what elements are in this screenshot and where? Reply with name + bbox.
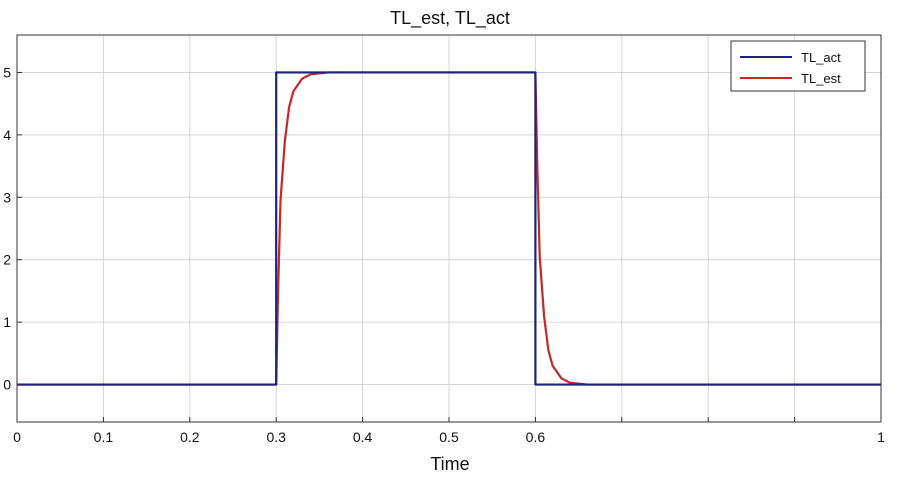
series-line-tl-act [17, 71, 881, 386]
y-tick-label: 4 [3, 127, 11, 143]
y-tick-label: 0 [3, 377, 11, 393]
x-tick-label: 0 [13, 429, 21, 445]
x-axis-ticks: 0 0.1 0.2 0.3 0.4 0.5 0.6 1 [13, 417, 885, 445]
y-axis-ticks: 0 1 2 3 4 5 [3, 64, 22, 393]
x-tick-label: 0.6 [526, 429, 546, 445]
y-tick-label: 3 [3, 189, 11, 205]
grid [17, 35, 881, 422]
x-axis-label: Time [430, 454, 469, 474]
x-tick-label: 0.5 [439, 429, 459, 445]
series-group [17, 71, 881, 386]
x-tick-label: 0.4 [353, 429, 373, 445]
y-tick-label: 1 [3, 314, 11, 330]
y-tick-label: 5 [3, 64, 11, 80]
x-tick-label: 0.1 [94, 429, 114, 445]
legend-box [730, 40, 866, 92]
x-tick-label: 0.3 [266, 429, 286, 445]
legend-label-tl-est: TL_est [801, 71, 841, 86]
y-tick-label: 2 [3, 252, 11, 268]
legend-label-tl-act: TL_act [801, 50, 841, 65]
x-tick-label: 1 [877, 429, 885, 445]
chart-title: TL_est, TL_act [390, 8, 510, 29]
legend[interactable]: TL_act TL_est [730, 40, 866, 92]
x-tick-label: 0.2 [180, 429, 200, 445]
